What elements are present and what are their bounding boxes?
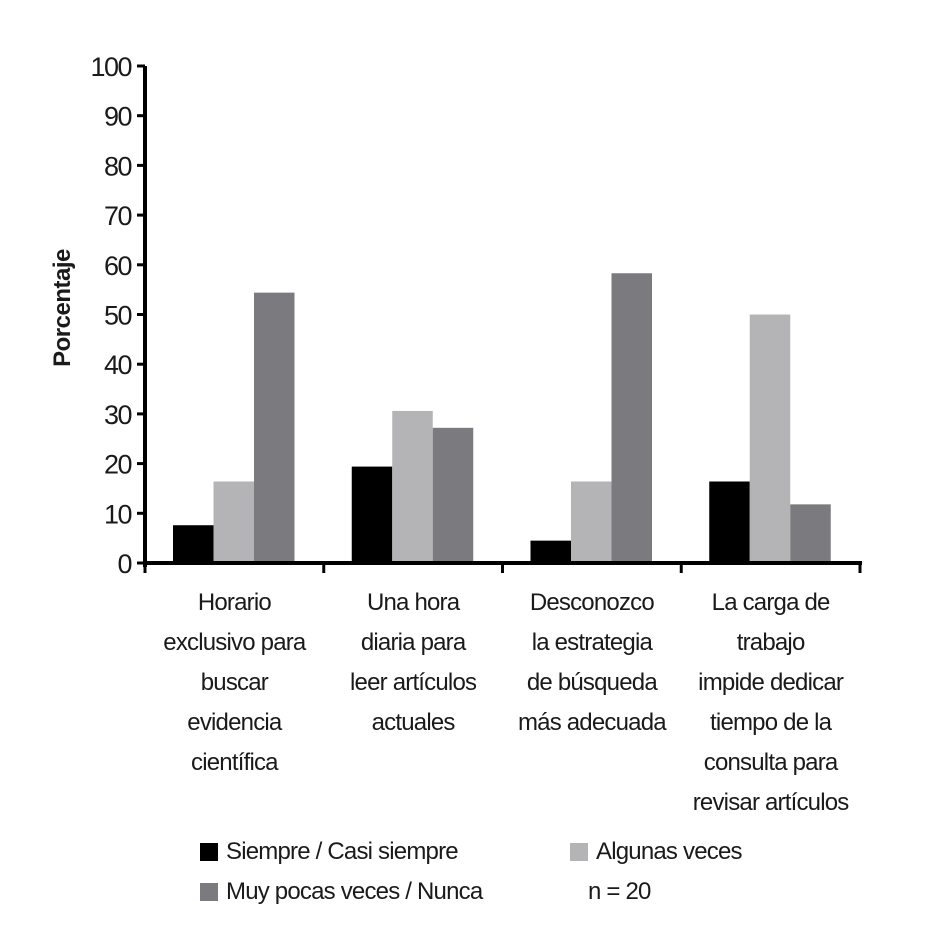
bar [530,540,571,563]
bar [213,481,254,563]
category-label-line: La carga de [711,589,831,616]
category-label: Desconozco la estrategia de búsqueda más ad… [504,583,680,743]
category-label-line: actuales [371,709,456,736]
bar [709,481,750,563]
bar [749,314,791,563]
category-label-line: la estrategia [531,629,653,656]
category-label-line: exclusivo para [163,629,306,656]
y-tick-label: 10 [104,499,132,529]
bar [351,466,393,563]
bar [173,525,214,563]
bar [611,273,652,563]
category-label-line: Desconozco [529,589,655,616]
category-label-line: trabajo [736,629,806,656]
legend-label: Siempre / Casi siempre [226,838,459,865]
category-label: Una hora diaria para leer artículos actuale… [325,583,501,743]
y-tick-label: 80 [104,151,132,181]
bar [392,410,433,563]
category-label-line: impide dedicar [698,669,844,696]
bar [571,481,612,563]
y-tick-label: 50 [104,301,132,331]
category-label-line: buscar [200,669,269,696]
category-label: Horario exclusivo para buscar evidencia cien… [146,583,322,783]
legend-item-algunas: Algunas veces [570,838,743,866]
y-tick-label: 40 [104,350,132,380]
y-tick-label: 100 [90,52,131,82]
y-tick-label: 20 [104,450,132,480]
y-tick-label: 70 [104,201,132,231]
sample-size-note: n = 20 [588,878,651,905]
legend-label: Muy pocas veces / Nunca [226,878,483,905]
category-label-line: tiempo de la [710,709,832,736]
bar [254,292,295,563]
legend-swatch [200,843,218,861]
category-label-line: revisar artículos [692,789,850,816]
bar [432,427,474,563]
category-label-line: evidencia [187,709,282,736]
category-label-line: Una hora [366,589,460,616]
category-label-line: de búsqueda [526,669,658,696]
y-tick-label: 60 [104,251,132,281]
category-label: La carga de trabajo impide dedicar tiempo d… [683,583,859,823]
bar [790,504,831,563]
legend-item-siempre: Siempre / Casi siempre [200,838,459,866]
category-label-line: Horario [197,589,272,616]
legend-item-muy-pocas: Muy pocas veces / Nunca [200,878,483,906]
category-label-line: leer artículos [350,669,477,696]
legend-swatch [200,883,218,901]
y-tick-label: 90 [104,102,132,132]
category-label-line: científica [191,749,279,776]
y-tick-label: 30 [104,400,132,430]
category-label-line: consulta para [703,749,839,776]
y-tick-label: 0 [117,549,131,579]
legend-label: Algunas veces [596,838,743,865]
y-axis-label: Porcentaje [49,249,76,367]
category-label-line: diaria para [360,629,466,656]
legend-swatch [570,843,588,861]
category-label-line: más adecuada [517,709,667,736]
